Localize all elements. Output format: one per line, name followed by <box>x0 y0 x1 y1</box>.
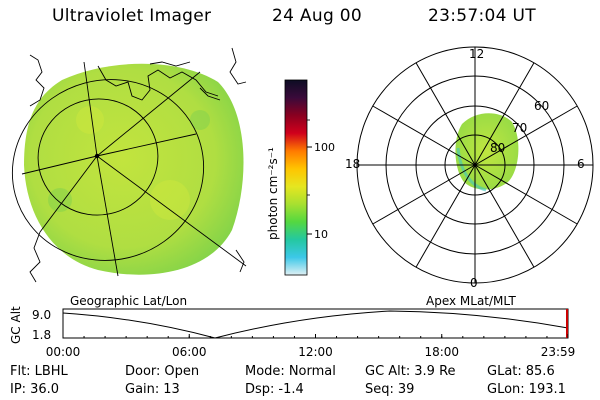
status-value: LBHL <box>34 364 68 379</box>
polar-plot: 12 18 6 0 60 70 80 <box>345 46 594 290</box>
status-key: GLat: <box>487 364 522 379</box>
timeline-xtick-label: 00:00 <box>46 345 81 359</box>
timeline-ytick-1: 1.8 <box>32 328 51 342</box>
instrument-title: Ultraviolet Imager <box>52 6 212 26</box>
mlt-spokes <box>357 47 593 283</box>
mlt-spoke <box>474 164 535 268</box>
timeline-ytick-9: 9.0 <box>32 308 51 322</box>
mlt-spoke <box>474 105 578 166</box>
status-value: Normal <box>288 364 336 379</box>
status-value: Open <box>164 364 200 379</box>
status-field: Seq: 39 <box>365 382 414 397</box>
colorbar-label: photon cm⁻²s⁻¹ <box>266 147 280 240</box>
altitude-curve <box>62 310 569 339</box>
mlt-label-18: 18 <box>345 157 360 171</box>
status-field: Door: Open <box>125 364 199 379</box>
status-key: Gain: <box>125 382 160 397</box>
status-value: 85.6 <box>525 364 555 379</box>
timeline-xtick-label: 23:59 <box>541 345 576 359</box>
colorbar-tick-100: 100 <box>314 141 335 154</box>
status-key: IP: <box>10 382 27 397</box>
lat-label-60: 60 <box>534 99 549 113</box>
status-value: 193.1 <box>528 382 566 397</box>
subsatellite-point <box>94 153 100 159</box>
oval-cyan-edge <box>456 147 487 192</box>
timeline-frame <box>62 308 569 339</box>
mlt-spoke <box>372 164 476 225</box>
altitude-timeline: GC Alt 9.0 1.8 00:00 06:00 12:00 18:00 23:59 <box>9 306 575 359</box>
status-value: -1.4 <box>278 382 304 397</box>
lat-label-70: 70 <box>512 121 527 135</box>
uv-disk <box>24 63 244 275</box>
status-field: Dsp: -1.4 <box>245 382 304 397</box>
timeline-xtick-label: 06:00 <box>172 345 207 359</box>
status-field: Flt: LBHL <box>10 364 68 379</box>
mlt-label-6: 6 <box>577 157 585 171</box>
status-field: GLon: 193.1 <box>487 382 566 397</box>
mlt-label-12: 12 <box>469 47 484 61</box>
caption-geographic: Geographic Lat/Lon <box>70 294 187 308</box>
status-key: Door: <box>125 364 161 379</box>
caption-apex: Apex MLat/MLT <box>426 294 516 308</box>
geographic-image <box>11 47 247 283</box>
status-key: Flt: <box>10 364 31 379</box>
colorbar-rect <box>284 79 308 276</box>
status-value: 13 <box>163 382 180 397</box>
timeline-ylabel: GC Alt <box>9 306 23 344</box>
status-value: 36.0 <box>30 382 60 397</box>
coastlines <box>29 47 247 283</box>
mlt-spoke <box>415 62 476 166</box>
status-value: 3.9 Re <box>414 364 456 379</box>
mlt-spoke <box>474 164 578 225</box>
graticule <box>11 61 247 277</box>
colorbar-tick-10: 10 <box>314 228 328 241</box>
disk-speckle <box>48 106 210 220</box>
mlt-spoke <box>415 164 476 268</box>
status-field: Mode: Normal <box>245 364 336 379</box>
status-key: GLon: <box>487 382 525 397</box>
timeline-xticks: 00:00 06:00 12:00 18:00 23:59 <box>46 334 576 359</box>
status-field: GC Alt: 3.9 Re <box>365 364 456 379</box>
colorbar: 100 10 photon cm⁻²s⁻¹ <box>266 79 335 276</box>
status-key: Dsp: <box>245 382 275 397</box>
status-field: Gain: 13 <box>125 382 180 397</box>
status-field: IP: 36.0 <box>10 382 59 397</box>
status-key: GC Alt: <box>365 364 411 379</box>
auroral-oval <box>455 113 519 190</box>
mlt-spoke <box>372 105 476 166</box>
timeline-xtick-label: 18:00 <box>424 345 459 359</box>
status-key: Mode: <box>245 364 285 379</box>
observation-date: 24 Aug 00 <box>272 6 362 26</box>
status-field: GLat: 85.6 <box>487 364 555 379</box>
mlt-label-0: 0 <box>470 276 478 290</box>
observation-time: 23:57:04 UT <box>428 6 536 26</box>
status-value: 39 <box>397 382 415 397</box>
mlt-spoke <box>474 62 535 166</box>
status-key: Seq: <box>365 382 394 397</box>
lat-label-80: 80 <box>490 141 505 155</box>
timeline-xtick-label: 12:00 <box>298 345 333 359</box>
